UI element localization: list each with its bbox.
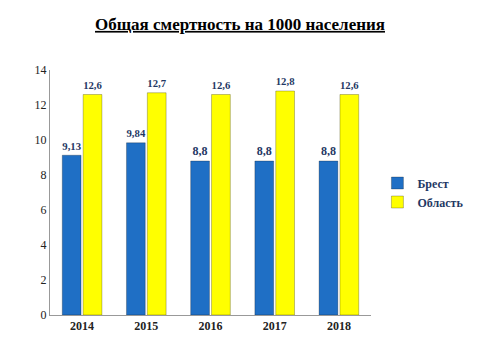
svg-text:12,6: 12,6 xyxy=(212,79,231,91)
svg-text:9,84: 9,84 xyxy=(126,127,145,139)
svg-text:Область: Область xyxy=(417,196,463,210)
svg-text:12,6: 12,6 xyxy=(340,79,359,91)
svg-text:12,6: 12,6 xyxy=(83,79,102,91)
svg-text:8,8: 8,8 xyxy=(321,144,336,158)
svg-text:4: 4 xyxy=(41,238,47,252)
svg-text:12,8: 12,8 xyxy=(276,75,295,87)
svg-text:9,13: 9,13 xyxy=(62,140,81,152)
svg-text:2015: 2015 xyxy=(134,319,158,333)
svg-text:12: 12 xyxy=(35,98,47,112)
svg-text:8: 8 xyxy=(41,168,47,182)
svg-text:2018: 2018 xyxy=(327,319,351,333)
svg-text:Общая смертность на 1000 насел: Общая смертность на 1000 населения xyxy=(95,15,385,34)
svg-text:8,8: 8,8 xyxy=(257,144,272,158)
svg-text:0: 0 xyxy=(41,308,47,322)
svg-text:14: 14 xyxy=(35,63,47,77)
svg-text:Брест: Брест xyxy=(417,177,448,191)
svg-text:6: 6 xyxy=(41,203,47,217)
svg-text:2017: 2017 xyxy=(263,319,287,333)
svg-text:2: 2 xyxy=(41,273,47,287)
svg-text:10: 10 xyxy=(35,133,47,147)
svg-text:8,8: 8,8 xyxy=(193,144,208,158)
svg-text:12,7: 12,7 xyxy=(147,77,166,89)
svg-text:2016: 2016 xyxy=(199,319,223,333)
svg-text:2014: 2014 xyxy=(70,319,94,333)
